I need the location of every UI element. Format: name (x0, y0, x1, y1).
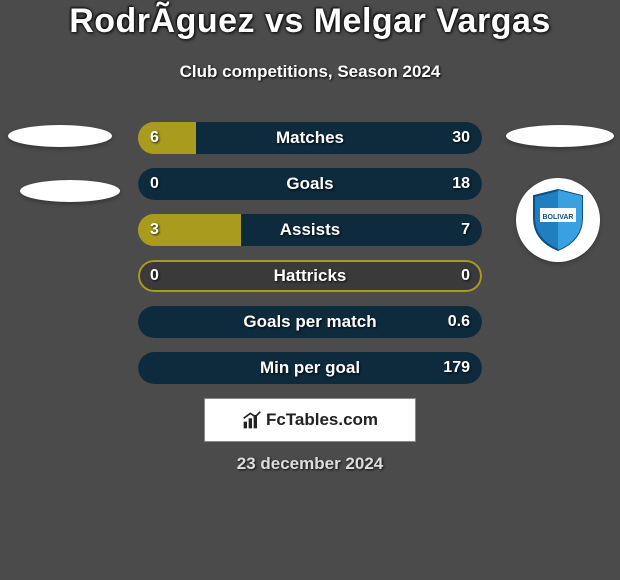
stat-label: Matches (138, 122, 482, 154)
comparison-infographic: RodrÃ­guez vs Melgar Vargas Club competi… (0, 0, 620, 580)
date-line: 23 december 2024 (0, 454, 620, 474)
badge-text: BOLIVAR (543, 214, 574, 221)
stat-label: Assists (138, 214, 482, 246)
stat-label: Goals per match (138, 306, 482, 338)
stat-label: Min per goal (138, 352, 482, 384)
attribution-text: FcTables.com (266, 410, 378, 430)
left-player-logo-1 (8, 125, 112, 147)
right-player-logo-1 (506, 125, 614, 147)
subtitle: Club competitions, Season 2024 (0, 62, 620, 82)
stat-label: Goals (138, 168, 482, 200)
stat-row: 630Matches (138, 122, 482, 154)
shield-icon: BOLIVAR (530, 188, 586, 252)
page-title: RodrÃ­guez vs Melgar Vargas (0, 2, 620, 41)
stat-row: 179Min per goal (138, 352, 482, 384)
stat-label: Hattricks (138, 260, 482, 292)
stat-row: 00Hattricks (138, 260, 482, 292)
attribution-badge: FcTables.com (204, 398, 416, 442)
left-player-logo-2 (20, 180, 120, 202)
right-team-badge: BOLIVAR (516, 178, 600, 262)
stat-row: 0.6Goals per match (138, 306, 482, 338)
stat-bars: 630Matches 018Goals 37Assists 00Hattricks 0.… (138, 122, 482, 384)
stat-row: 37Assists (138, 214, 482, 246)
chart-icon (242, 410, 262, 430)
stat-row: 018Goals (138, 168, 482, 200)
